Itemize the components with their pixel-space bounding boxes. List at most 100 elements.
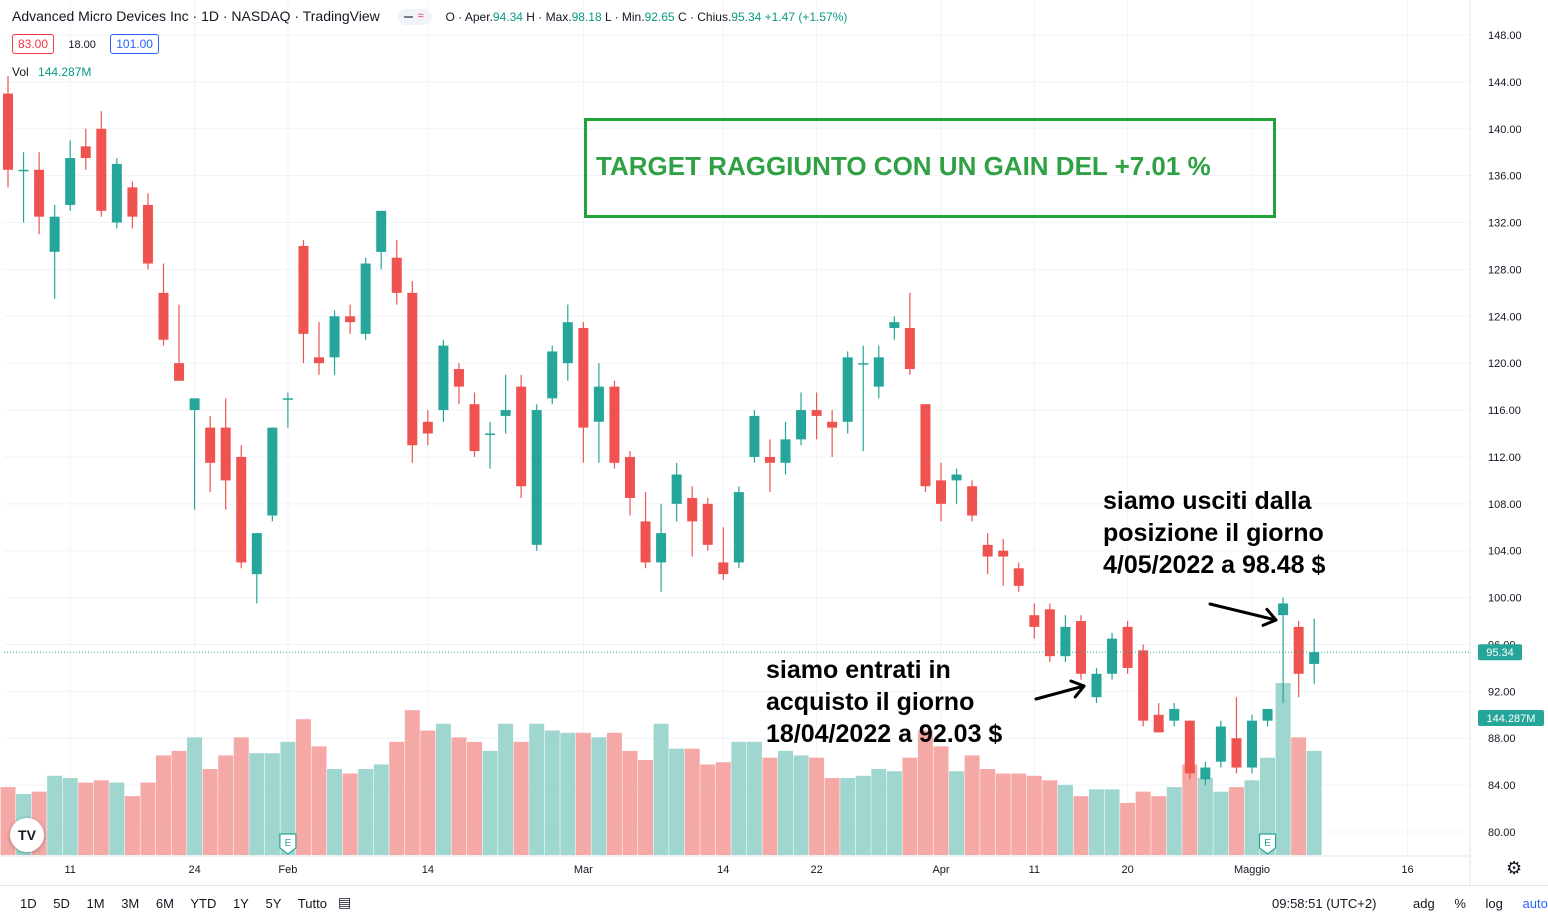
candle-body [127, 187, 138, 217]
volume-bar [342, 773, 358, 855]
candle-body [391, 257, 402, 293]
volume-bar [358, 769, 374, 855]
volume-bar [373, 764, 389, 855]
candle-body [1091, 673, 1102, 698]
range-ytd[interactable]: YTD [190, 896, 217, 911]
entry-arrow-head [1069, 679, 1086, 699]
candle-body [873, 357, 884, 387]
candle-body [1215, 726, 1226, 762]
candle-body [640, 521, 651, 563]
log-toggle[interactable]: log [1485, 896, 1503, 911]
y-tick-label: 88.00 [1488, 733, 1516, 745]
auto-toggle[interactable]: auto [1522, 896, 1548, 911]
volume-bar [715, 762, 731, 855]
range-6m[interactable]: 6M [155, 896, 174, 911]
volume-bar [249, 753, 265, 855]
volume-bar [1104, 789, 1120, 855]
candle-body [1138, 650, 1149, 721]
candle-body [345, 316, 356, 323]
candle-body [267, 427, 278, 516]
volume-bar [498, 723, 514, 855]
volume-bar [1213, 791, 1229, 855]
candle-body [1247, 720, 1257, 768]
y-tick-label: 100.00 [1488, 593, 1522, 605]
candle-body [593, 386, 604, 422]
volume-bar [327, 769, 343, 855]
candle-body [749, 415, 760, 457]
range-all[interactable]: Tutto [297, 896, 327, 911]
volume-bar [638, 759, 654, 855]
y-tick-label: 140.00 [1488, 124, 1522, 136]
scale-options: adg % log auto [1413, 896, 1548, 911]
volume-bar [529, 723, 545, 855]
bid-button[interactable]: 83.00 [12, 34, 55, 54]
x-tick-label: 14 [422, 864, 434, 876]
volume-bar [871, 769, 887, 855]
y-tick-label: 136.00 [1488, 171, 1522, 183]
volume-bar [295, 719, 311, 855]
candle-body [1075, 621, 1086, 674]
candle-body [49, 216, 60, 252]
last-price-badge [1478, 644, 1522, 661]
range-1y[interactable]: 1Y [232, 896, 249, 911]
volume-bar [109, 782, 125, 855]
gear-icon[interactable]: ⚙ [1506, 858, 1523, 878]
candle-body [469, 404, 480, 452]
wave-icon[interactable]: ≈ [397, 9, 432, 26]
candle-body [500, 410, 511, 416]
x-tick-label: 11 [1029, 864, 1040, 876]
earnings-marker-label: E [1264, 838, 1271, 849]
volume-bar [964, 755, 980, 855]
range-5d[interactable]: 5D [53, 896, 70, 911]
volume-bar [1260, 757, 1276, 855]
volume-bar [622, 750, 638, 855]
volume-bar [606, 732, 622, 855]
target-annotation-text: TARGET RAGGIUNTO CON UN GAIN DEL +7.01 % [596, 151, 1211, 181]
candle-body [858, 363, 869, 365]
y-tick-label: 104.00 [1488, 546, 1522, 558]
volume-bar [917, 730, 933, 855]
volume-bar [420, 730, 436, 855]
spread-value: 18.00 [68, 39, 96, 51]
adj-toggle[interactable]: adg [1413, 896, 1435, 911]
candle-body [189, 398, 200, 411]
candle-body [485, 433, 496, 435]
range-1d[interactable]: 1D [20, 896, 37, 911]
range-5y[interactable]: 5Y [265, 896, 282, 911]
volume-bar [140, 782, 156, 855]
volume-bar [1291, 737, 1307, 855]
candle-body [1044, 609, 1055, 657]
exit-arrow [1208, 602, 1278, 622]
tradingview-logo[interactable]: TV [10, 818, 44, 852]
candle-body [967, 486, 978, 516]
candle-body [1278, 603, 1289, 616]
high-value: 98.18 [571, 10, 602, 24]
volume-bar [840, 778, 856, 855]
y-tick-label: 148.00 [1488, 30, 1522, 42]
y-tick-label: 144.00 [1488, 77, 1522, 89]
ask-button[interactable]: 101.00 [110, 34, 159, 54]
range-1m[interactable]: 1M [86, 896, 105, 911]
candle-body [18, 169, 29, 172]
volume-bar [809, 757, 825, 855]
y-tick-label: 92.00 [1488, 686, 1516, 698]
candle-body [158, 292, 169, 340]
calendar-icon[interactable]: ▤ [338, 894, 352, 910]
candle-body [516, 386, 527, 487]
chart-header: Advanced Micro Devices Inc · 1D · NASDAQ… [12, 8, 848, 26]
ohlc-readout: O · Aper.94.34 H · Max.98.18 L · Min.92.… [445, 10, 848, 24]
candle-body [671, 474, 682, 504]
volume-bar [949, 771, 965, 855]
volume-bar [886, 771, 902, 855]
earnings-marker [1258, 833, 1277, 855]
candle-body [142, 204, 153, 264]
y-tick-label: 84.00 [1488, 780, 1516, 792]
range-3m[interactable]: 3M [121, 896, 140, 911]
x-tick-label: 22 [810, 864, 822, 876]
x-tick-label: 16 [1401, 864, 1413, 876]
volume-bar [451, 737, 467, 855]
exit-line-1: siamo usciti dalla [1103, 487, 1312, 515]
percent-toggle[interactable]: % [1454, 896, 1466, 911]
